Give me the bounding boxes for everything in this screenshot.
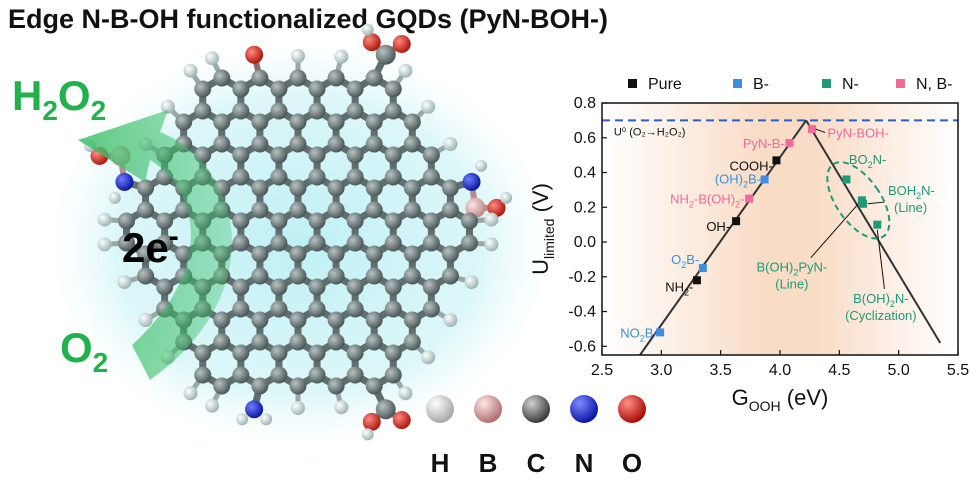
annotation-pynboh: PyN-BOH- xyxy=(827,126,888,141)
legend-label: B- xyxy=(753,76,769,93)
x-tick-label: 3.5 xyxy=(710,362,732,379)
reaction-arrow xyxy=(78,110,233,380)
atom-ball-c xyxy=(522,395,550,423)
volcano-plot: U⁰ (O₂→H₂O₂) 2.5 3.0 3.5 4.0 4.5 5.0 5.5 -0.6 -0.… xyxy=(528,76,969,414)
legend-swatch xyxy=(733,79,742,88)
data-point xyxy=(760,175,769,184)
atom-ball-n xyxy=(570,395,598,423)
figure-title: Edge N-B-OH functionalized GQDs (PyN-BOH… xyxy=(8,4,608,34)
annotation-boh2n-cyc-line2: (Cyclization) xyxy=(845,308,917,323)
atom-label-o: O xyxy=(622,448,642,478)
data-point xyxy=(692,276,701,285)
atom-label-c: C xyxy=(527,448,546,478)
data-point xyxy=(732,217,741,226)
data-point xyxy=(808,125,817,134)
volcano-right-line xyxy=(805,119,942,344)
legend-swatch xyxy=(822,79,831,88)
plot-area xyxy=(602,103,958,355)
legend-swatch xyxy=(896,79,905,88)
annotation-boh2n-cyc: B(OH)2N- xyxy=(853,291,909,309)
annotation-oh2b: (OH)2B- xyxy=(715,171,761,189)
electron-label: 2e- xyxy=(122,220,179,271)
atom-ball-o xyxy=(618,395,646,423)
y-tick-label: -0.6 xyxy=(568,338,596,355)
annotation-bo2n: BO2N- xyxy=(849,152,887,170)
annotation-nh2: NH2- xyxy=(665,279,693,297)
data-point xyxy=(785,138,794,147)
n-group-ellipse xyxy=(826,161,891,240)
x-tick-label: 4.0 xyxy=(769,362,791,379)
atom-label-n: N xyxy=(575,448,594,478)
data-point xyxy=(842,175,851,184)
x-tick-label: 5.0 xyxy=(888,362,910,379)
x-tick-label: 5.5 xyxy=(947,362,969,379)
annotation-no2b: NO2B- xyxy=(620,325,658,343)
y-tick-label: -0.2 xyxy=(568,269,596,286)
atom-label-b: B xyxy=(479,448,498,478)
y-tick-label: -0.4 xyxy=(568,304,596,321)
atom-ball-b xyxy=(474,395,502,423)
annotation-nh2-boh2: NH2-B(OH)2- xyxy=(670,192,744,210)
annotation-o2b: O2B- xyxy=(671,252,699,270)
legend-label: N, B- xyxy=(916,76,952,93)
legend-label: Pure xyxy=(648,76,682,93)
y-axis-label: Ulimited (V) xyxy=(528,183,557,275)
annotation-boh2n: BOH2N- xyxy=(888,183,935,201)
y-tick-label: 0.4 xyxy=(574,165,596,182)
legend-swatch xyxy=(628,79,637,88)
annotation-boh2n-line2: (Line) xyxy=(894,200,927,215)
annotation-boh2pyn-line2: (Line) xyxy=(775,277,808,292)
y-tick-label: 0.0 xyxy=(574,234,596,251)
x-tick-label: 3.0 xyxy=(650,362,672,379)
x-tick-label: 2.5 xyxy=(591,362,613,379)
annotation-cooh: COOH- xyxy=(730,158,773,173)
annotation-pynb: PyN-B- xyxy=(743,136,785,151)
y-tick-label: 0.8 xyxy=(574,95,596,112)
x-tick-label: 4.5 xyxy=(828,362,850,379)
annotation-oh: OH- xyxy=(706,219,730,234)
data-point xyxy=(656,328,665,337)
atom-ball-h xyxy=(426,395,454,423)
data-point xyxy=(857,196,866,205)
data-point xyxy=(698,264,707,273)
data-point xyxy=(772,156,781,165)
reference-line-label: U⁰ (O₂→H₂O₂) xyxy=(614,126,686,138)
data-point xyxy=(745,194,754,203)
atom-label-h: H xyxy=(431,448,450,478)
legend-label: N- xyxy=(842,76,859,93)
annotation-boh2pyn: B(OH)2PyN- xyxy=(756,260,827,278)
y-tick-label: 0.6 xyxy=(574,130,596,147)
data-point xyxy=(873,220,882,229)
x-axis-label: GOOH (eV) xyxy=(732,385,829,414)
reactant-label: O2 xyxy=(60,324,108,378)
product-label: H2O2 xyxy=(12,72,106,126)
y-tick-label: 0.2 xyxy=(574,199,596,216)
gqd-molecule-model xyxy=(83,23,513,441)
